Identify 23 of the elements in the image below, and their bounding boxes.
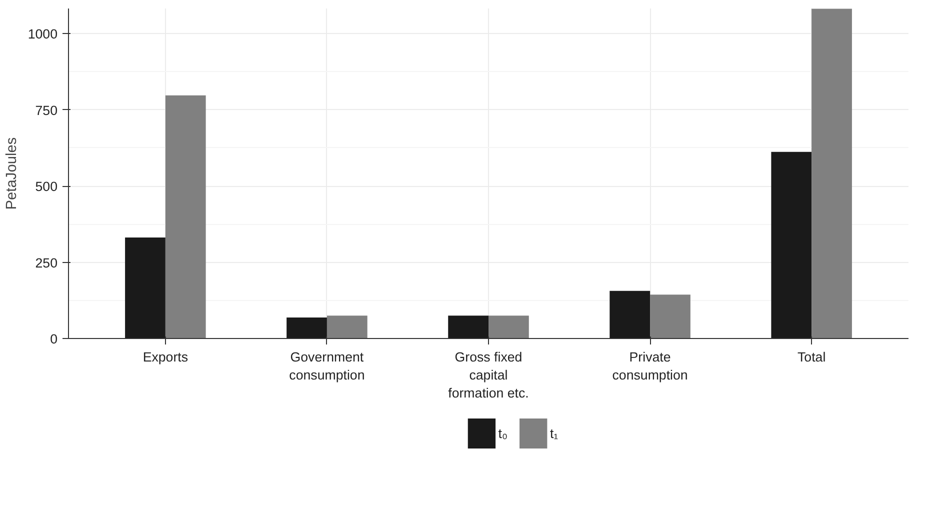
x-tick-label: Private consumption (612, 350, 688, 382)
bar (326, 316, 368, 338)
y-tick-label: 750 (35, 102, 58, 118)
x-tick-label: Total (798, 350, 826, 364)
x-tick-label: Gross fixed capital formation etc. (448, 350, 529, 400)
bar (812, 8, 852, 338)
bar (650, 294, 690, 338)
y-tick-label: 500 (35, 179, 58, 194)
y-tick-label: 250 (35, 255, 58, 270)
x-tick-label: Government consumption (289, 350, 365, 382)
bar (165, 95, 206, 338)
y-tick-label: 0 (50, 332, 58, 346)
legend-label: t₁ (550, 426, 559, 441)
y-axis-title: PetaJoules (4, 137, 20, 210)
bar (771, 152, 812, 338)
y-tick-label: 1000 (28, 26, 58, 42)
bar (488, 316, 529, 338)
bar (125, 238, 166, 338)
legend-label: t₀ (498, 426, 508, 441)
bar (448, 316, 488, 338)
bar (610, 290, 650, 338)
x-tick-label: Exports (142, 350, 188, 364)
bar (286, 317, 327, 338)
